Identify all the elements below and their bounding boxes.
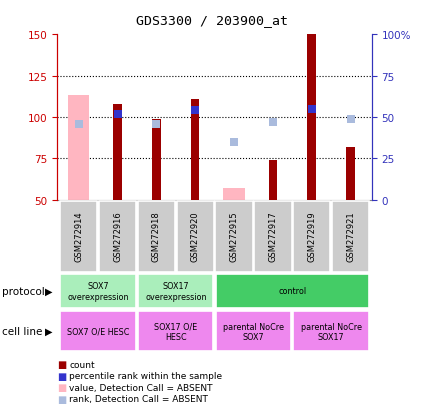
Text: GSM272917: GSM272917 [268,211,278,262]
Bar [224,189,245,200]
Bar [332,201,369,272]
Text: value, Detection Call = ABSENT: value, Detection Call = ABSENT [69,383,213,392]
Bar [254,201,292,272]
Text: cell line: cell line [2,326,42,337]
Text: GSM272915: GSM272915 [230,211,238,262]
Bar [176,201,214,272]
Text: GSM272916: GSM272916 [113,211,122,262]
Text: ■: ■ [57,371,67,381]
Bar [60,311,136,351]
Text: GSM272919: GSM272919 [307,211,316,262]
Bar [60,274,136,308]
Bar [138,311,213,351]
Text: percentile rank within the sample: percentile rank within the sample [69,371,222,380]
Bar [138,201,175,272]
Text: GSM272914: GSM272914 [74,211,83,262]
Text: rank, Detection Call = ABSENT: rank, Detection Call = ABSENT [69,394,208,404]
Text: SOX7 O/E HESC: SOX7 O/E HESC [67,327,129,336]
Bar [269,161,277,200]
Text: GSM272921: GSM272921 [346,211,355,262]
Text: ■: ■ [57,394,67,404]
Text: protocol: protocol [2,286,45,296]
Text: SOX17 O/E
HESC: SOX17 O/E HESC [154,322,198,341]
Text: SOX17
overexpression: SOX17 overexpression [145,282,207,301]
Text: GSM272920: GSM272920 [191,211,200,262]
Bar [215,201,253,272]
Text: ■: ■ [57,382,67,392]
Text: parental NoCre
SOX17: parental NoCre SOX17 [300,322,362,341]
Bar [113,104,122,200]
Bar [216,311,291,351]
Bar [191,100,199,200]
Text: GSM272918: GSM272918 [152,211,161,262]
Bar [138,274,213,308]
Bar [293,311,369,351]
Text: ▶: ▶ [45,326,53,337]
Bar [216,274,369,308]
Text: SOX7
overexpression: SOX7 overexpression [68,282,129,301]
Bar [152,119,161,200]
Bar [307,35,316,200]
Text: ■: ■ [57,359,67,369]
Text: ▶: ▶ [45,286,53,296]
Bar [293,201,330,272]
Text: parental NoCre
SOX7: parental NoCre SOX7 [223,322,284,341]
Text: count: count [69,360,95,369]
Bar [68,96,89,200]
Bar [60,201,97,272]
Bar [346,147,355,200]
Text: GDS3300 / 203900_at: GDS3300 / 203900_at [136,14,289,27]
Text: control: control [278,287,306,296]
Bar [99,201,136,272]
